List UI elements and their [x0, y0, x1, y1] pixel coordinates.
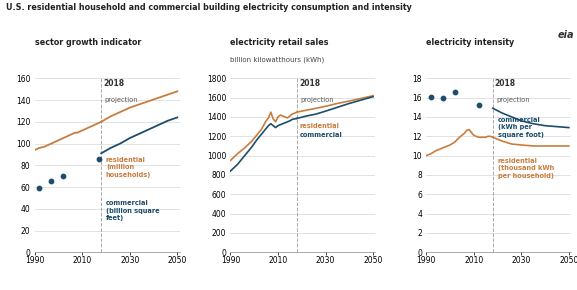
Text: electricity retail sales: electricity retail sales	[230, 38, 329, 47]
Text: projection: projection	[105, 97, 138, 103]
Text: projection: projection	[301, 97, 334, 103]
Text: eia: eia	[557, 30, 574, 40]
Text: sector growth indicator: sector growth indicator	[35, 38, 141, 47]
Point	[450, 90, 459, 94]
Point	[474, 103, 483, 108]
Text: billion kilowatthours (kWh): billion kilowatthours (kWh)	[230, 56, 325, 63]
Point	[47, 178, 56, 183]
Text: electricity intensity: electricity intensity	[426, 38, 515, 47]
Point	[58, 174, 68, 178]
Text: commercial
(kWh per
square foot): commercial (kWh per square foot)	[497, 117, 544, 138]
Text: residential
(million
households): residential (million households)	[106, 157, 151, 177]
Text: residential
(thousand kWh
per household): residential (thousand kWh per household)	[497, 157, 554, 179]
Point	[35, 186, 44, 191]
Text: 2018: 2018	[103, 79, 124, 88]
Text: commercial: commercial	[299, 133, 342, 138]
Text: projection: projection	[496, 97, 530, 103]
Text: residential: residential	[299, 123, 339, 129]
Point	[94, 156, 103, 161]
Text: U.S. residential household and commercial building electricity consumption and i: U.S. residential household and commercia…	[6, 3, 411, 12]
Point	[426, 94, 436, 99]
Text: 2018: 2018	[299, 79, 320, 88]
Text: 2018: 2018	[494, 79, 516, 88]
Text: commercial
(billion square
feet): commercial (billion square feet)	[106, 200, 160, 221]
Point	[438, 95, 447, 100]
